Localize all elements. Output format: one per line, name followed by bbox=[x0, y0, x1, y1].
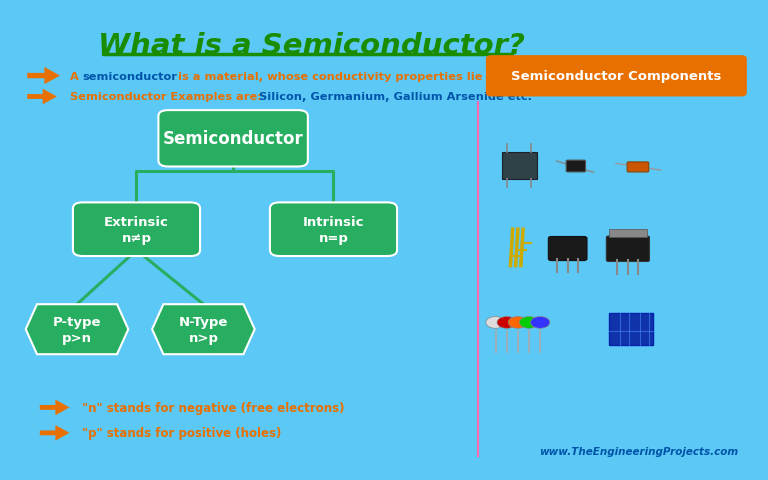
FancyBboxPatch shape bbox=[270, 203, 397, 256]
Text: Intrinsic
n=p: Intrinsic n=p bbox=[303, 215, 364, 244]
Polygon shape bbox=[25, 305, 128, 354]
Polygon shape bbox=[40, 400, 70, 415]
Text: A: A bbox=[70, 72, 82, 82]
FancyBboxPatch shape bbox=[502, 153, 537, 180]
Text: semiconductor: semiconductor bbox=[82, 72, 177, 82]
Polygon shape bbox=[152, 305, 255, 354]
Polygon shape bbox=[40, 425, 70, 441]
Text: www.TheEngineeringProjects.com: www.TheEngineeringProjects.com bbox=[540, 445, 739, 456]
Text: "p" stands for positive (holes): "p" stands for positive (holes) bbox=[82, 426, 282, 439]
Text: N-Type
n>p: N-Type n>p bbox=[179, 315, 228, 344]
Text: Silicon, Germanium, Gallium Arsenide etc.: Silicon, Germanium, Gallium Arsenide etc… bbox=[259, 92, 532, 102]
Text: is a material, whose conductivity properties lie between the conductor and insul: is a material, whose conductivity proper… bbox=[174, 72, 729, 82]
FancyBboxPatch shape bbox=[158, 111, 308, 167]
FancyBboxPatch shape bbox=[627, 163, 649, 173]
Text: P-type
p>n: P-type p>n bbox=[53, 315, 101, 344]
FancyBboxPatch shape bbox=[548, 237, 587, 261]
Text: What is a Semiconductor?: What is a Semiconductor? bbox=[98, 33, 525, 60]
Text: Semiconductor Components: Semiconductor Components bbox=[511, 70, 722, 83]
FancyBboxPatch shape bbox=[606, 237, 650, 262]
Circle shape bbox=[497, 317, 516, 329]
FancyBboxPatch shape bbox=[566, 161, 585, 173]
FancyBboxPatch shape bbox=[73, 203, 200, 256]
Polygon shape bbox=[27, 90, 57, 105]
FancyBboxPatch shape bbox=[608, 230, 647, 238]
Circle shape bbox=[531, 317, 550, 329]
Text: Extrinsic
n≠p: Extrinsic n≠p bbox=[104, 215, 169, 244]
Text: Semiconductor Examples are:: Semiconductor Examples are: bbox=[70, 92, 266, 102]
FancyBboxPatch shape bbox=[486, 56, 746, 97]
Circle shape bbox=[519, 317, 538, 329]
Text: Semiconductor: Semiconductor bbox=[163, 130, 303, 148]
Text: "n" stands for negative (free electrons): "n" stands for negative (free electrons) bbox=[82, 401, 345, 414]
Circle shape bbox=[486, 317, 505, 329]
Polygon shape bbox=[27, 68, 60, 85]
FancyBboxPatch shape bbox=[608, 313, 653, 346]
Circle shape bbox=[508, 317, 528, 329]
